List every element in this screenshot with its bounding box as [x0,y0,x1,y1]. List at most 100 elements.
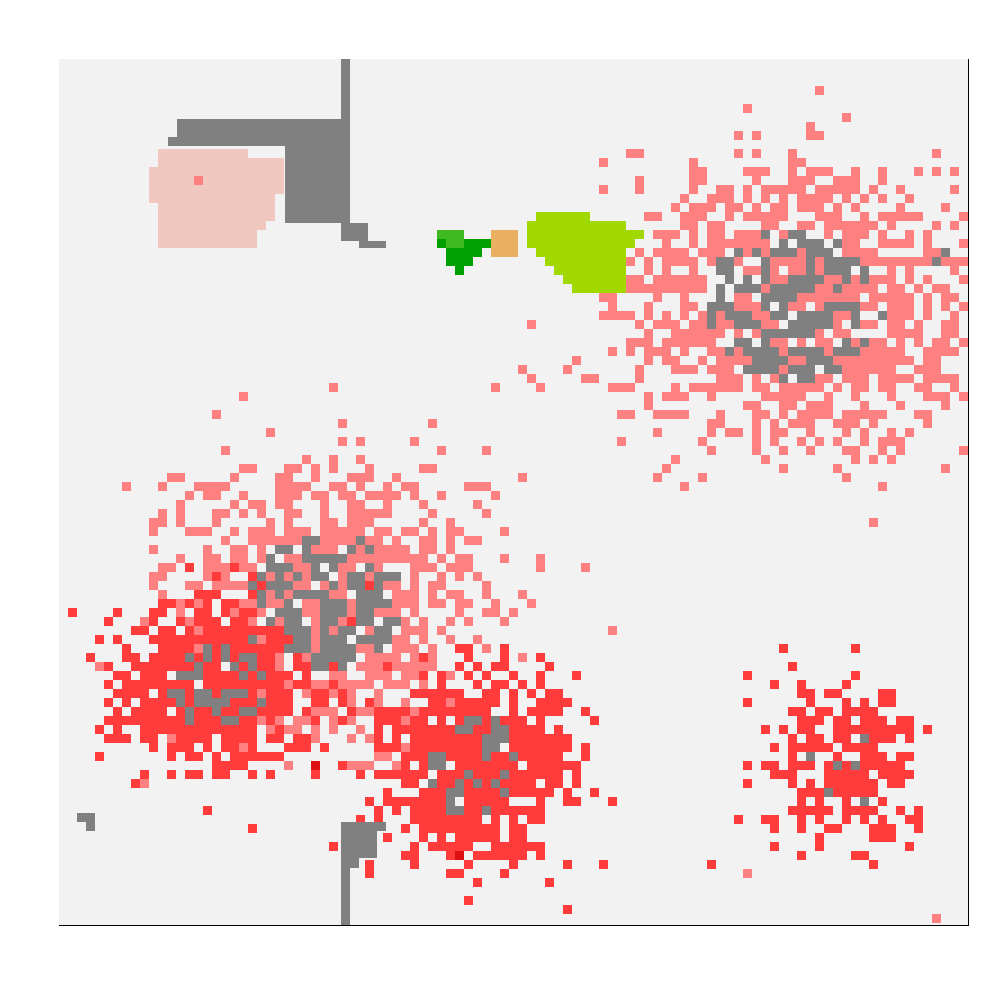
south-central-cluster-cell [500,761,509,770]
northeast-cluster-cell [788,167,797,176]
south-central-cluster-cell [509,707,518,716]
west-cluster-cell [329,590,338,599]
light-pink-zone-cell [149,194,158,203]
southeast-cluster-cell [815,806,824,815]
light-pink-zone-cell [266,167,275,176]
light-pink-zone-cell [266,212,275,221]
west-cluster-cell [347,716,356,725]
northeast-cluster-cell [959,275,968,284]
southeast-cluster-cell [887,824,896,833]
southwest-cluster-cell [140,689,149,698]
northeast-cluster-cell [743,104,752,113]
west-cluster-cell [374,752,383,761]
cluster-wall-cell [365,590,374,599]
south-central-cluster-cell [527,788,536,797]
southwest-cluster-cell [230,653,239,662]
cluster-wall-cell [176,671,185,680]
cluster-wall-cell [374,572,383,581]
west-cluster-cell [257,500,266,509]
northeast-cluster-cell [680,275,689,284]
northeast-cluster-cell [842,311,851,320]
northeast-cluster-cell [860,428,869,437]
cluster-wall-cell [257,572,266,581]
west-cluster-cell [248,563,257,572]
southeast-cluster-cell [860,743,869,752]
west-cluster-cell [455,563,464,572]
scattered-cell [608,626,617,635]
cluster-wall-cell [374,635,383,644]
wall-segment [86,813,95,831]
northeast-cluster-cell [923,383,932,392]
west-cluster-cell [230,527,239,536]
cluster-wall-cell [788,320,797,329]
northeast-cluster-cell [842,374,851,383]
cluster-wall-cell [239,671,248,680]
wall-segment [341,868,350,926]
west-cluster-cell [275,500,284,509]
northeast-cluster-cell [653,410,662,419]
south-central-cluster-cell [437,671,446,680]
southeast-cluster-cell [833,770,842,779]
northeast-cluster-cell [671,356,680,365]
northeast-cluster-cell [833,293,842,302]
west-cluster-cell [518,473,527,482]
light-pink-zone-cell [176,149,185,158]
lime-green-zone-cell [626,239,635,248]
cluster-wall-cell [797,284,806,293]
west-cluster-cell [428,563,437,572]
northeast-cluster-cell [905,230,914,239]
northeast-cluster-cell [725,185,734,194]
south-central-cluster-cell [590,716,599,725]
southwest-cluster-cell [113,671,122,680]
northeast-cluster-cell [671,338,680,347]
northeast-cluster-cell [707,365,716,374]
light-pink-zone-cell [194,185,203,194]
southeast-cluster-cell [869,734,878,743]
northeast-cluster-cell [878,446,887,455]
west-cluster-cell [329,383,338,392]
west-cluster-cell [419,626,428,635]
lime-green-zone-cell [590,221,599,230]
light-pink-zone-cell [194,212,203,221]
northeast-cluster-cell [932,365,941,374]
light-pink-zone-cell [158,203,167,212]
light-pink-zone-cell [248,239,257,248]
cluster-wall-cell [383,599,392,608]
south-central-cluster-cell [491,680,500,689]
northeast-cluster-cell [896,293,905,302]
northeast-cluster-cell [707,248,716,257]
west-cluster-cell [392,581,401,590]
northeast-cluster-cell [752,131,761,140]
west-cluster-cell [383,482,392,491]
cluster-wall-cell [329,644,338,653]
lime-green-zone-cell [581,275,590,284]
light-pink-zone-cell [230,239,239,248]
south-central-cluster-cell [527,725,536,734]
cluster-wall-cell [365,617,374,626]
lime-green-zone-cell [536,212,545,221]
tan-agent-cell [491,248,500,257]
northeast-cluster-cell [860,374,869,383]
dark-green-agent-cell [455,248,464,257]
light-pink-zone-cell [194,149,203,158]
west-cluster-cell [410,608,419,617]
south-central-cluster-cell [500,644,509,653]
west-cluster-cell [194,581,203,590]
northeast-cluster-cell [716,410,725,419]
west-cluster-cell [257,716,266,725]
northeast-cluster-cell [716,230,725,239]
light-pink-zone-cell [194,239,203,248]
west-cluster-cell [239,554,248,563]
west-cluster-cell [419,518,428,527]
south-central-cluster-cell [329,842,338,851]
west-cluster-cell [230,473,239,482]
northeast-cluster-cell [707,446,716,455]
southwest-cluster-cell [248,752,257,761]
northeast-cluster-cell [932,392,941,401]
southeast-cluster-cell [770,815,779,824]
southeast-cluster-cell [797,707,806,716]
northeast-cluster-cell [833,320,842,329]
southwest-cluster-cell [140,671,149,680]
cluster-wall-cell [176,689,185,698]
